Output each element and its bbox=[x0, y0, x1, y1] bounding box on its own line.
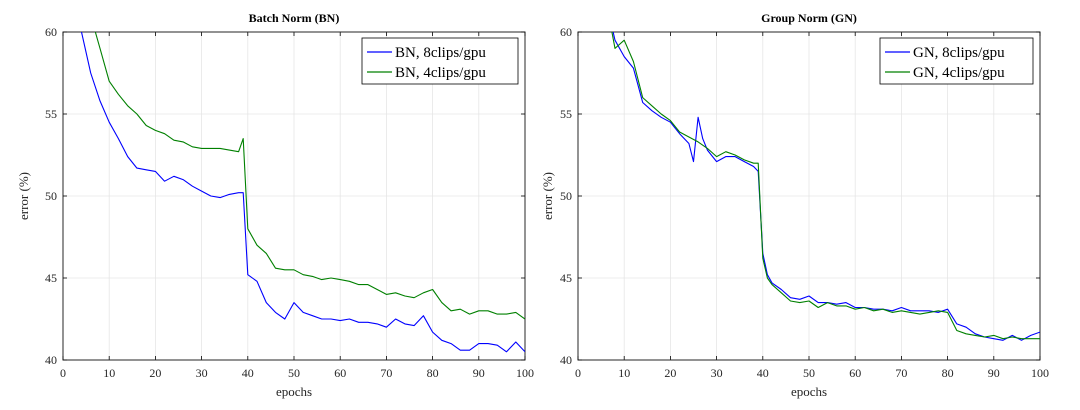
legend: GN, 8clips/gpu GN, 4clips/gpu bbox=[879, 37, 1034, 85]
series-line-blue bbox=[612, 32, 1040, 341]
y-tick-label: 45 bbox=[45, 271, 57, 285]
x-axis-label: epochs bbox=[276, 384, 312, 399]
y-tick-label: 55 bbox=[45, 107, 57, 121]
x-tick-label: 10 bbox=[618, 366, 630, 380]
x-tick-label: 60 bbox=[334, 366, 346, 380]
x-tick-label: 10 bbox=[103, 366, 115, 380]
x-tick-label: 80 bbox=[427, 366, 439, 380]
chart-panel-batch-norm: Batch Norm (BN) epochs error (%) 0 10 20 30… bbox=[16, 11, 534, 399]
x-tick-label: 30 bbox=[196, 366, 208, 380]
series-line-blue bbox=[80, 32, 525, 353]
y-tick-label: 50 bbox=[45, 189, 57, 203]
x-tick-label: 100 bbox=[1031, 366, 1049, 380]
y-tick-label: 50 bbox=[560, 189, 572, 203]
y-tick-label: 45 bbox=[560, 271, 572, 285]
y-tick-label: 40 bbox=[45, 353, 57, 367]
legend-label: BN, 8clips/gpu bbox=[395, 45, 486, 61]
x-tick-label: 80 bbox=[942, 366, 954, 380]
y-axis-label: error (%) bbox=[16, 172, 31, 220]
series-line-green bbox=[94, 32, 525, 320]
series-line-green bbox=[611, 32, 1040, 340]
x-tick-label: 40 bbox=[757, 366, 769, 380]
y-tick-label: 40 bbox=[560, 353, 572, 367]
x-tick-label: 0 bbox=[60, 366, 66, 380]
x-tick-label: 70 bbox=[895, 366, 907, 380]
x-tick-label: 40 bbox=[242, 366, 254, 380]
plot-border bbox=[577, 31, 1041, 361]
x-tick-label: 50 bbox=[288, 366, 300, 380]
y-tick-label: 60 bbox=[560, 25, 572, 39]
legend: BN, 8clips/gpu BN, 4clips/gpu bbox=[361, 37, 519, 85]
y-axis-label: error (%) bbox=[540, 172, 555, 220]
x-tick-label: 100 bbox=[516, 366, 534, 380]
y-tick-label: 55 bbox=[560, 107, 572, 121]
chart-panel-group-norm: Group Norm (GN) epochs error (%) 0 10 20 30… bbox=[540, 11, 1049, 399]
chart-title: Batch Norm (BN) bbox=[249, 11, 340, 25]
legend-box bbox=[361, 37, 519, 85]
y-tick-label: 60 bbox=[45, 25, 57, 39]
x-tick-label: 90 bbox=[988, 366, 1000, 380]
x-tick-label: 60 bbox=[849, 366, 861, 380]
legend-label: GN, 8clips/gpu bbox=[913, 45, 1005, 61]
x-axis-label: epochs bbox=[791, 384, 827, 399]
x-tick-label: 0 bbox=[575, 366, 581, 380]
x-tick-label: 20 bbox=[149, 366, 161, 380]
legend-label: BN, 4clips/gpu bbox=[395, 65, 486, 81]
legend-label: GN, 4clips/gpu bbox=[913, 65, 1005, 81]
x-tick-label: 20 bbox=[664, 366, 676, 380]
x-tick-label: 50 bbox=[803, 366, 815, 380]
x-tick-label: 70 bbox=[380, 366, 392, 380]
plot-border bbox=[62, 31, 526, 361]
x-tick-label: 30 bbox=[711, 366, 723, 380]
chart-title: Group Norm (GN) bbox=[761, 11, 857, 25]
legend-box bbox=[879, 37, 1034, 85]
x-tick-label: 90 bbox=[473, 366, 485, 380]
